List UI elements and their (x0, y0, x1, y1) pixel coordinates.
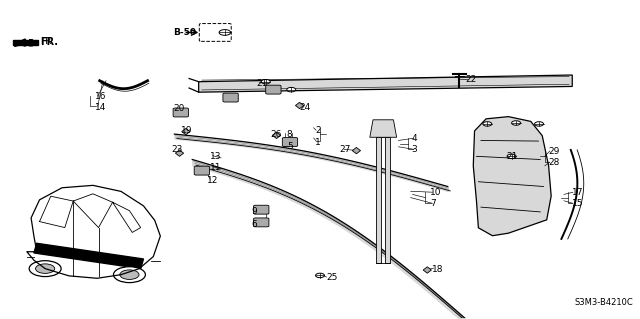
Text: 5: 5 (287, 142, 292, 151)
Circle shape (219, 30, 230, 35)
Text: 11: 11 (210, 163, 221, 172)
Text: 26: 26 (270, 130, 282, 138)
Text: 22: 22 (466, 75, 477, 84)
Text: 21: 21 (506, 152, 518, 161)
FancyBboxPatch shape (253, 205, 269, 214)
Text: 13: 13 (210, 152, 221, 161)
Text: 6: 6 (252, 220, 257, 229)
Polygon shape (175, 150, 184, 156)
Polygon shape (473, 117, 551, 236)
Polygon shape (370, 120, 397, 137)
Circle shape (507, 154, 516, 159)
Text: 18: 18 (432, 264, 444, 274)
Text: 7: 7 (430, 199, 436, 208)
Text: 27: 27 (339, 145, 351, 154)
Text: 1: 1 (315, 137, 321, 146)
Circle shape (261, 79, 270, 84)
Text: 19: 19 (181, 126, 193, 135)
Text: 10: 10 (430, 188, 442, 197)
Circle shape (483, 122, 492, 126)
FancyBboxPatch shape (194, 166, 209, 175)
FancyBboxPatch shape (199, 24, 231, 41)
Polygon shape (34, 243, 143, 269)
Text: 16: 16 (95, 92, 107, 101)
Circle shape (316, 273, 324, 278)
Text: 15: 15 (572, 199, 584, 208)
Circle shape (287, 87, 296, 92)
Circle shape (534, 122, 543, 126)
Polygon shape (385, 137, 390, 263)
Text: FR.: FR. (40, 38, 54, 47)
Polygon shape (198, 75, 572, 92)
Polygon shape (273, 132, 281, 138)
Text: 25: 25 (326, 272, 338, 281)
Circle shape (511, 121, 520, 125)
FancyBboxPatch shape (266, 85, 281, 94)
Circle shape (29, 261, 61, 277)
Polygon shape (15, 40, 38, 47)
Text: 9: 9 (252, 207, 257, 216)
Text: 17: 17 (572, 188, 584, 197)
Text: 23: 23 (172, 145, 183, 154)
Circle shape (36, 264, 55, 273)
Text: 2: 2 (315, 126, 321, 135)
Text: 21: 21 (256, 79, 268, 88)
Polygon shape (296, 102, 304, 109)
Text: 3: 3 (412, 145, 417, 154)
Text: 29: 29 (548, 147, 560, 156)
Text: 12: 12 (207, 176, 218, 185)
Text: S3M3-B4210C: S3M3-B4210C (574, 298, 633, 307)
Polygon shape (423, 267, 431, 273)
Polygon shape (182, 128, 190, 135)
FancyBboxPatch shape (282, 137, 298, 146)
Text: 8: 8 (287, 130, 292, 138)
Text: 28: 28 (548, 158, 560, 167)
Text: FR.: FR. (40, 37, 58, 47)
Circle shape (113, 267, 145, 283)
Polygon shape (352, 147, 360, 154)
FancyBboxPatch shape (223, 93, 238, 102)
FancyBboxPatch shape (253, 218, 269, 227)
Text: 14: 14 (95, 103, 107, 112)
Polygon shape (13, 40, 38, 45)
Text: 4: 4 (412, 134, 417, 143)
Text: 20: 20 (173, 104, 184, 113)
Circle shape (120, 270, 139, 279)
Polygon shape (376, 137, 381, 263)
FancyBboxPatch shape (173, 108, 188, 117)
Text: B-50: B-50 (173, 28, 196, 37)
Text: 24: 24 (300, 103, 311, 112)
